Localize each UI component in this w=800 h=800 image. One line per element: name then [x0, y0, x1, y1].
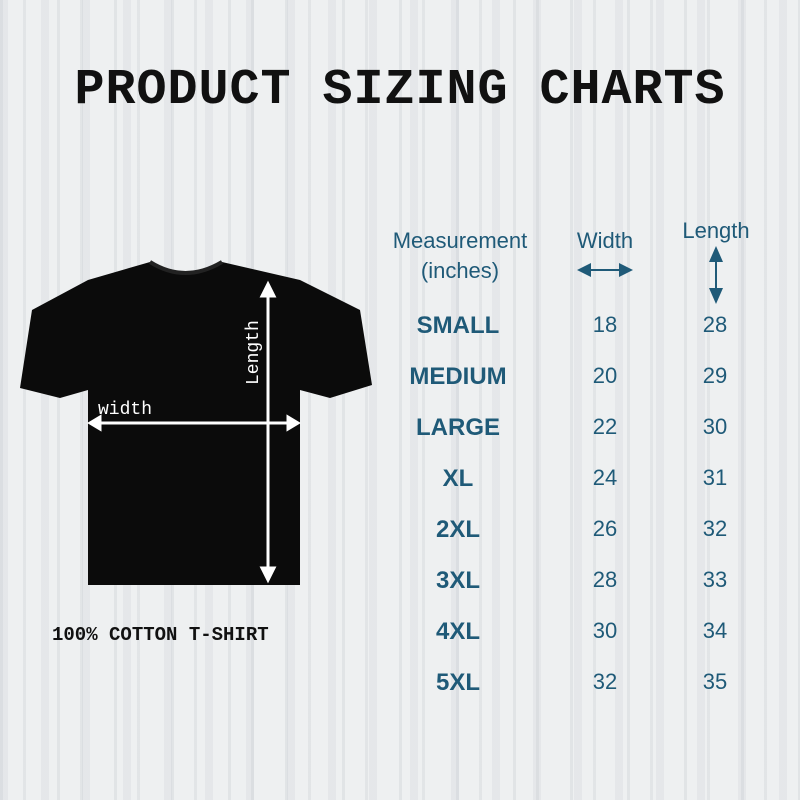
page-title: PRODUCT SIZING CHARTS	[74, 62, 726, 119]
width-value: 26	[592, 516, 618, 541]
size-label: 2XL	[435, 516, 480, 543]
vertical-arrow-icon	[709, 246, 723, 304]
horizontal-arrow-icon	[577, 263, 633, 277]
length-value: 32	[702, 516, 728, 541]
width-header: Width	[555, 226, 655, 286]
length-value: 29	[702, 363, 728, 388]
size-label: 5XL	[435, 669, 480, 696]
width-value: 32	[592, 669, 618, 694]
length-label: Length	[244, 320, 264, 385]
size-label: MEDIUM	[409, 363, 507, 390]
width-value: 20	[592, 363, 618, 388]
size-label: 4XL	[435, 618, 480, 645]
length-value: 31	[702, 465, 728, 490]
length-value: 34	[702, 618, 728, 643]
unit-label: (inches)	[420, 258, 500, 283]
length-header-label: Length	[682, 218, 750, 243]
tshirt-illustration: width Length	[20, 260, 372, 585]
width-value: 30	[592, 618, 618, 643]
length-value: 30	[702, 414, 728, 439]
length-header: Length	[666, 216, 766, 312]
size-label: 3XL	[435, 567, 480, 594]
measurement-label: Measurement	[392, 228, 528, 253]
width-label: width	[98, 400, 152, 420]
size-label: XL	[442, 465, 474, 492]
width-value: 22	[592, 414, 618, 439]
width-value: 24	[592, 465, 618, 490]
size-label: LARGE	[416, 414, 500, 441]
product-caption: 100% COTTON T-SHIRT	[52, 624, 269, 646]
width-header-label: Width	[576, 228, 634, 253]
measurement-header: Measurement (inches)	[380, 226, 540, 286]
length-arrow	[259, 280, 277, 584]
length-value: 28	[702, 312, 728, 337]
length-value: 33	[702, 567, 728, 592]
width-value: 18	[592, 312, 618, 337]
width-arrow	[87, 414, 301, 432]
length-value: 35	[702, 669, 728, 694]
width-value: 28	[592, 567, 618, 592]
size-label: SMALL	[416, 312, 500, 339]
